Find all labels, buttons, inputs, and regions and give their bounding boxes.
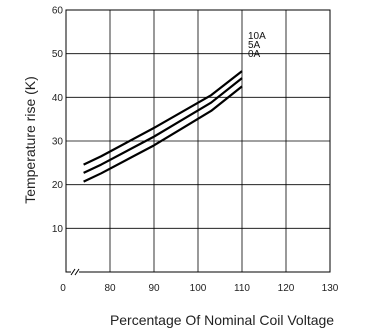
series-line-10A — [83, 70, 243, 166]
x-tick-label: 110 — [234, 283, 250, 294]
y-tick-labels: 10 20 30 40 50 60 — [52, 6, 64, 235]
axis-break-gap — [71, 268, 79, 276]
series-label-0A: 0A — [248, 49, 261, 60]
x-tick-label: 0 — [60, 283, 66, 294]
y-tick-label: 50 — [52, 49, 64, 60]
x-tick-label: 80 — [104, 283, 116, 294]
y-tick-label: 40 — [52, 93, 64, 104]
series-line-5A — [83, 77, 243, 174]
x-tick-labels: 0 80 90 100 110 120 130 — [60, 283, 339, 294]
plot-border — [65, 9, 331, 273]
series-lines — [83, 70, 243, 183]
y-tick-label: 10 — [52, 224, 64, 235]
y-axis-label: Temperature rise (K) — [22, 76, 38, 204]
x-tick-label: 100 — [190, 283, 207, 294]
series-label-10A: 10A — [248, 31, 266, 42]
x-tick-label: 120 — [278, 283, 295, 294]
axis-break-slash — [70, 268, 76, 276]
series-label-5A: 5A — [248, 40, 261, 51]
series-line-0A — [83, 85, 243, 183]
y-tick-label: 30 — [52, 137, 64, 148]
axis-break-slash — [74, 268, 80, 276]
x-tick-label: 130 — [322, 283, 339, 294]
plot-frame — [65, 9, 331, 273]
x-axis-label: Percentage Of Nominal Coil Voltage — [110, 312, 334, 328]
chart-grid — [66, 10, 330, 272]
x-tick-label: 90 — [148, 283, 160, 294]
y-tick-label: 60 — [52, 6, 64, 17]
y-tick-label: 20 — [52, 180, 64, 191]
axis-break-mark — [70, 268, 80, 276]
